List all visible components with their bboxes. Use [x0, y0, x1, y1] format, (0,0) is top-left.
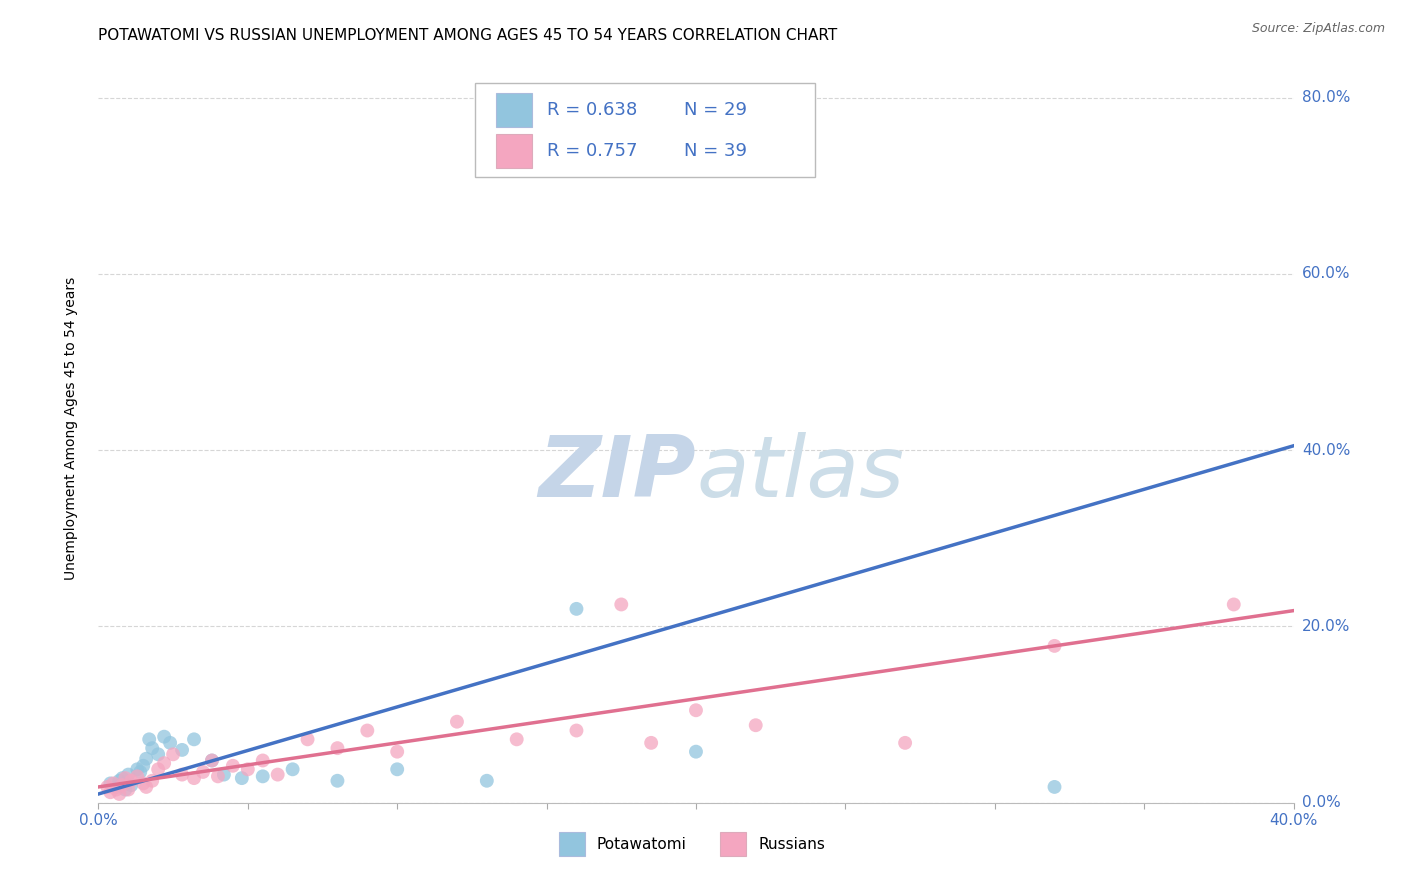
FancyBboxPatch shape	[496, 93, 533, 127]
Point	[201, 754, 224, 768]
Point	[98, 776, 122, 790]
Point	[105, 782, 128, 797]
FancyBboxPatch shape	[720, 832, 747, 856]
Text: R = 0.638: R = 0.638	[547, 101, 637, 119]
Point	[117, 767, 139, 781]
Point	[565, 602, 588, 616]
Point	[212, 767, 235, 781]
Point	[111, 778, 134, 792]
Text: Potawatomi: Potawatomi	[596, 837, 686, 852]
Point	[105, 780, 128, 794]
Point	[153, 756, 176, 771]
Point	[120, 778, 142, 792]
Y-axis label: Unemployment Among Ages 45 to 54 years: Unemployment Among Ages 45 to 54 years	[63, 277, 77, 580]
Point	[1043, 780, 1066, 794]
Point	[685, 745, 707, 759]
Point	[326, 741, 349, 756]
Point	[111, 771, 134, 785]
Point	[172, 743, 194, 757]
Text: R = 0.757: R = 0.757	[547, 142, 637, 160]
Point	[103, 776, 125, 790]
Point	[894, 736, 917, 750]
Text: N = 39: N = 39	[685, 142, 747, 160]
Point	[207, 769, 229, 783]
Point	[127, 762, 149, 776]
Point	[148, 747, 170, 762]
Point	[183, 771, 205, 785]
Point	[610, 598, 633, 612]
Point	[172, 767, 194, 781]
FancyBboxPatch shape	[496, 134, 533, 168]
Point	[252, 769, 274, 783]
FancyBboxPatch shape	[475, 84, 815, 178]
Point	[506, 732, 529, 747]
Point	[685, 703, 707, 717]
Point	[117, 782, 139, 797]
Point	[114, 782, 136, 797]
Point	[129, 764, 152, 779]
Point	[1223, 598, 1246, 612]
Point	[222, 758, 245, 772]
Point	[120, 773, 142, 788]
Point	[201, 754, 224, 768]
Text: 80.0%: 80.0%	[1302, 90, 1350, 105]
Text: 0.0%: 0.0%	[1302, 796, 1340, 810]
Point	[267, 767, 290, 781]
Point	[141, 741, 163, 756]
Point	[281, 762, 304, 776]
Point	[132, 758, 155, 772]
Point	[446, 714, 468, 729]
Text: POTAWATOMI VS RUSSIAN UNEMPLOYMENT AMONG AGES 45 TO 54 YEARS CORRELATION CHART: POTAWATOMI VS RUSSIAN UNEMPLOYMENT AMONG…	[98, 28, 838, 43]
Point	[745, 718, 768, 732]
Point	[640, 736, 662, 750]
Point	[475, 773, 498, 788]
Point	[135, 780, 157, 794]
Text: 40.0%: 40.0%	[1302, 442, 1350, 458]
Point	[1043, 639, 1066, 653]
Point	[231, 771, 253, 785]
Text: Source: ZipAtlas.com: Source: ZipAtlas.com	[1251, 22, 1385, 36]
Point	[183, 732, 205, 747]
Point	[132, 776, 155, 790]
Point	[98, 785, 122, 799]
Point	[252, 754, 274, 768]
Point	[114, 771, 136, 785]
Text: Russians: Russians	[758, 837, 825, 852]
Text: N = 29: N = 29	[685, 101, 747, 119]
Point	[162, 747, 184, 762]
Point	[326, 773, 349, 788]
Point	[127, 769, 149, 783]
Point	[385, 762, 409, 776]
Point	[191, 764, 214, 779]
Point	[148, 762, 170, 776]
Point	[138, 732, 160, 747]
Point	[297, 732, 319, 747]
Text: 60.0%: 60.0%	[1302, 267, 1350, 281]
Point	[236, 762, 259, 776]
Point	[108, 773, 131, 788]
FancyBboxPatch shape	[558, 832, 585, 856]
Point	[356, 723, 378, 738]
Point	[141, 773, 163, 788]
Text: atlas: atlas	[696, 432, 904, 515]
Text: 20.0%: 20.0%	[1302, 619, 1350, 634]
Point	[108, 787, 131, 801]
Point	[135, 752, 157, 766]
Point	[96, 780, 118, 794]
Point	[159, 736, 181, 750]
Point	[153, 730, 176, 744]
Point	[565, 723, 588, 738]
Text: ZIP: ZIP	[538, 432, 696, 515]
Point	[385, 745, 409, 759]
